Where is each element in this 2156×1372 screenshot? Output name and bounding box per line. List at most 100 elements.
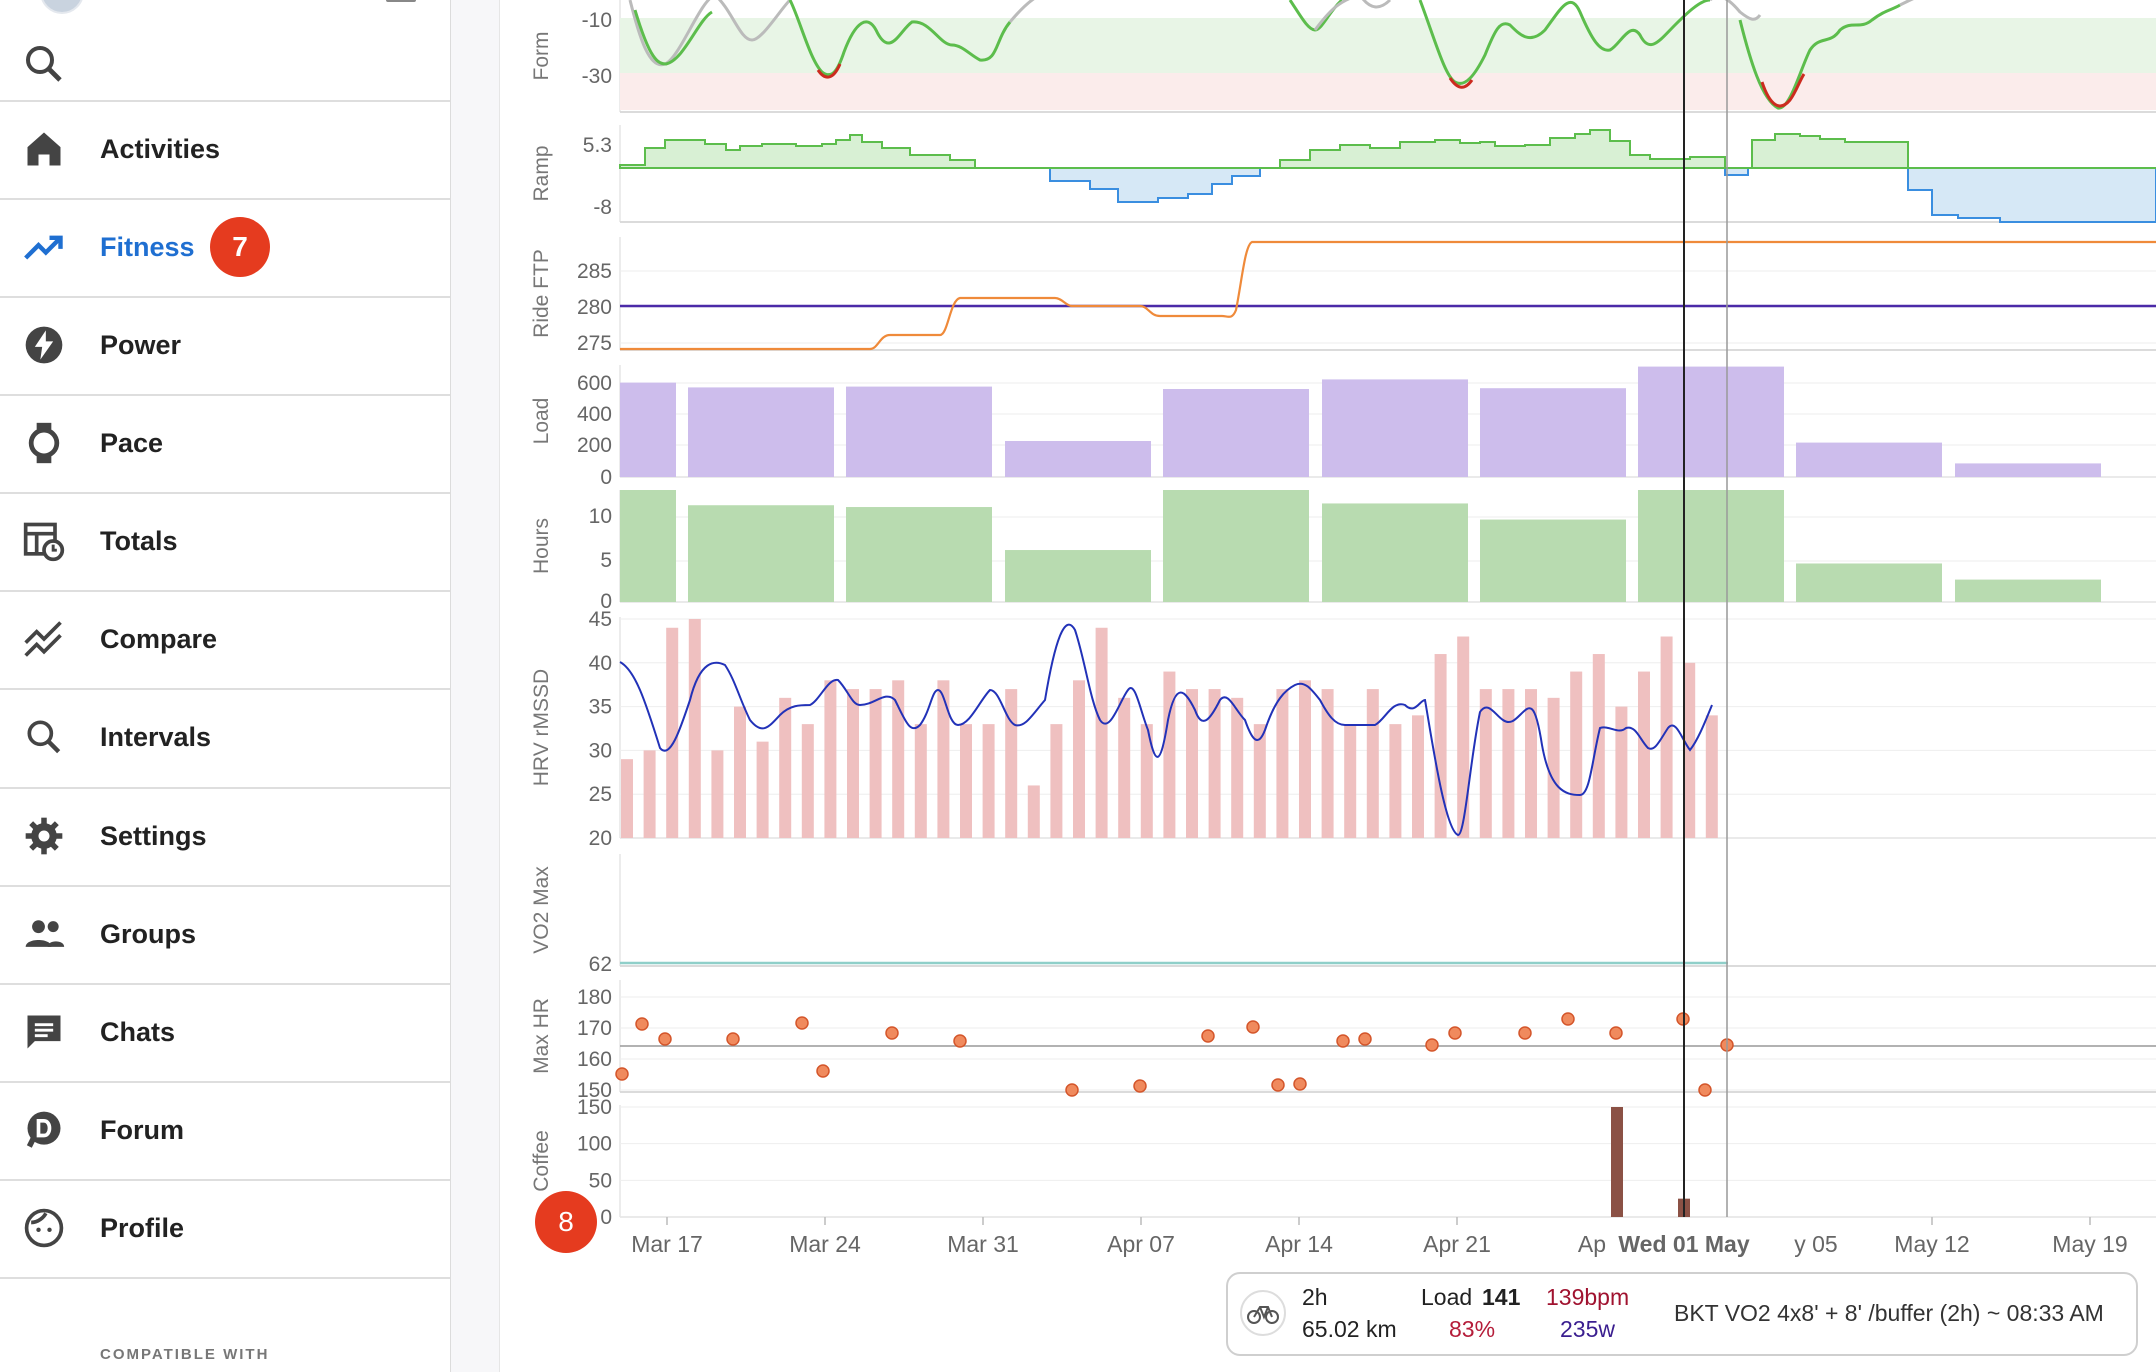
- sidebar-item-label: Groups: [100, 918, 197, 949]
- sidebar-item-label: Pace: [100, 427, 164, 458]
- ramp-tick: 5.3: [583, 134, 612, 157]
- ftp-tick: 280: [577, 296, 612, 319]
- hrv-bar: [1027, 785, 1040, 838]
- hrv-bar: [1570, 671, 1583, 838]
- hrv-line: [619, 623, 1713, 837]
- sidebar-item-label: Fitness: [100, 231, 195, 262]
- coffee-tick: 150: [577, 1096, 612, 1119]
- hrv-bar: [1457, 636, 1470, 838]
- x-tick-label: Mar 31: [947, 1231, 1019, 1257]
- ramp-negative-area: [1724, 167, 1749, 176]
- load-tick: 0: [600, 466, 612, 489]
- maxhr-dot: [658, 1032, 672, 1046]
- sidebar-item-activities[interactable]: Activities: [0, 100, 450, 196]
- hrv-bar: [869, 689, 882, 838]
- hrv-bar: [801, 724, 814, 838]
- load-bar: [1796, 442, 1942, 477]
- maxhr-dot: [1246, 1020, 1260, 1034]
- panel-ylabel: Form: [530, 32, 553, 81]
- sidebar-item-intervals[interactable]: Intervals: [0, 688, 450, 784]
- fitness-chart[interactable]: Form Ramp Ride FTP Load Hours HRV rMSSD VO2 Ma…: [500, 0, 2156, 1280]
- chat-icon: [20, 1008, 68, 1056]
- hrv-bar: [1163, 671, 1176, 838]
- x-tick-label: May 12: [1894, 1231, 1969, 1257]
- tooltip-activity-title: BKT VO2 4x8' + 8' /buffer (2h) ~ 08:33 A…: [1674, 1300, 2104, 1326]
- sidebar-item-fitness[interactable]: Fitness 7: [0, 198, 450, 294]
- hours-tick: 5: [600, 549, 612, 572]
- hrv-tick: 30: [589, 739, 612, 762]
- compatible-with-label: COMPATIBLE WITH: [100, 1346, 270, 1363]
- hrv-bar: [621, 759, 633, 838]
- load-bar: [1005, 441, 1151, 477]
- hours-tick: 10: [589, 505, 612, 528]
- hours-bar: [1480, 519, 1626, 602]
- sidebar-item-pace[interactable]: Pace: [0, 394, 450, 490]
- maxhr-dot: [635, 1017, 649, 1031]
- notification-badge[interactable]: 8: [535, 1191, 597, 1253]
- vo2-tick: 62: [589, 953, 612, 976]
- load-bar: [620, 382, 676, 477]
- menu-icon[interactable]: [386, 0, 416, 2]
- hrv-bar: [1366, 689, 1379, 838]
- sidebar-item-settings[interactable]: Settings: [0, 787, 450, 883]
- load-bar: [1322, 379, 1468, 477]
- hrv-bar: [1253, 724, 1266, 838]
- search-icon: [20, 713, 68, 761]
- maxhr-dot: [615, 1067, 629, 1081]
- x-tick-label: May 19: [2052, 1231, 2127, 1257]
- hours-bar: [1638, 490, 1784, 602]
- tooltip-heart-rate: 139bpm: [1546, 1284, 1630, 1310]
- hrv-bar: [1299, 680, 1311, 838]
- sidebar-item-groups[interactable]: Groups: [0, 885, 450, 981]
- form-tick: -10: [582, 9, 612, 32]
- hrv-bar: [960, 724, 972, 838]
- x-tick-label: Ap: [1578, 1231, 1606, 1257]
- sidebar-item-compare[interactable]: Compare: [0, 590, 450, 686]
- hrv-bar: [1005, 689, 1018, 838]
- hrv-bar: [1615, 706, 1628, 838]
- avatar[interactable]: [40, 0, 84, 14]
- hrv-bar: [1118, 697, 1131, 838]
- x-tick-label: Mar 17: [631, 1231, 703, 1257]
- sidebar-item-label: Intervals: [100, 721, 212, 752]
- panel-ylabel: Coffee: [530, 1130, 553, 1192]
- fitness-badge: 7: [210, 217, 270, 277]
- load-tick: 400: [577, 403, 612, 426]
- sidebar-item-chats[interactable]: Chats: [0, 983, 450, 1079]
- form-line-gray: [1008, 0, 1035, 23]
- ramp-positive-area: [1751, 133, 1909, 169]
- sidebar-item-profile[interactable]: Profile: [0, 1179, 450, 1275]
- form-green-zone: [620, 18, 2156, 73]
- maxhr-dot: [1065, 1083, 1079, 1097]
- hrv-tick: 20: [589, 827, 612, 850]
- ramp-negative-area: [1907, 167, 2156, 223]
- panel-ylabel: Hours: [530, 518, 553, 574]
- hrv-bar: [666, 627, 679, 838]
- maxhr-dot: [726, 1032, 740, 1046]
- activity-tooltip[interactable]: 2h 65.02 km Load 141 83% 139bpm 235w BKT…: [1226, 1272, 2138, 1356]
- hrv-bar: [1231, 697, 1244, 838]
- hours-bar: [620, 490, 676, 602]
- hrv-tick: 40: [589, 652, 612, 675]
- hrv-tick: 25: [589, 783, 612, 806]
- sidebar-item-power[interactable]: Power: [0, 296, 450, 392]
- hrv-bar: [688, 619, 701, 838]
- hours-bar: [846, 507, 992, 602]
- sidebar-item-totals[interactable]: Totals: [0, 492, 450, 588]
- forum-icon: [20, 1106, 68, 1154]
- hrv-bar: [1140, 724, 1153, 838]
- home-icon: [20, 125, 68, 173]
- ramp-positive-area: [1279, 129, 1726, 169]
- form-tick: -30: [582, 65, 612, 88]
- coffee-bar: [1611, 1107, 1623, 1217]
- search-icon[interactable]: [20, 40, 68, 93]
- hrv-bar: [1389, 724, 1402, 838]
- maxhr-tick: 160: [577, 1048, 612, 1071]
- hrv-bar: [847, 689, 859, 838]
- hrv-bar: [1412, 715, 1424, 838]
- hours-bar: [1005, 550, 1151, 602]
- hrv-bar: [1638, 671, 1650, 838]
- table-clock-icon: [20, 517, 68, 565]
- hrv-tick: 45: [589, 608, 612, 631]
- sidebar-item-forum[interactable]: Forum: [0, 1081, 450, 1177]
